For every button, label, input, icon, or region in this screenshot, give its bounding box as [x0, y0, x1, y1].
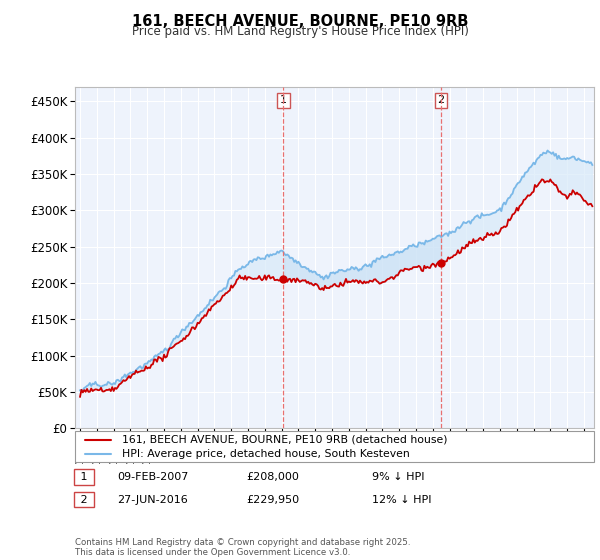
Text: 9% ↓ HPI: 9% ↓ HPI	[372, 472, 425, 482]
Text: 1: 1	[77, 472, 91, 482]
Text: 27-JUN-2016: 27-JUN-2016	[117, 494, 188, 505]
Text: £208,000: £208,000	[246, 472, 299, 482]
Text: 09-FEB-2007: 09-FEB-2007	[117, 472, 188, 482]
Text: HPI: Average price, detached house, South Kesteven: HPI: Average price, detached house, Sout…	[122, 449, 409, 459]
Text: 161, BEECH AVENUE, BOURNE, PE10 9RB: 161, BEECH AVENUE, BOURNE, PE10 9RB	[132, 14, 468, 29]
Text: Contains HM Land Registry data © Crown copyright and database right 2025.
This d: Contains HM Land Registry data © Crown c…	[75, 538, 410, 557]
Text: Price paid vs. HM Land Registry's House Price Index (HPI): Price paid vs. HM Land Registry's House …	[131, 25, 469, 38]
Text: 12% ↓ HPI: 12% ↓ HPI	[372, 494, 431, 505]
Text: 161, BEECH AVENUE, BOURNE, PE10 9RB (detached house): 161, BEECH AVENUE, BOURNE, PE10 9RB (det…	[122, 435, 447, 445]
Text: 2: 2	[437, 95, 445, 105]
Text: 2: 2	[77, 494, 91, 505]
Text: 1: 1	[280, 95, 287, 105]
Text: £229,950: £229,950	[246, 494, 299, 505]
FancyBboxPatch shape	[75, 431, 594, 462]
